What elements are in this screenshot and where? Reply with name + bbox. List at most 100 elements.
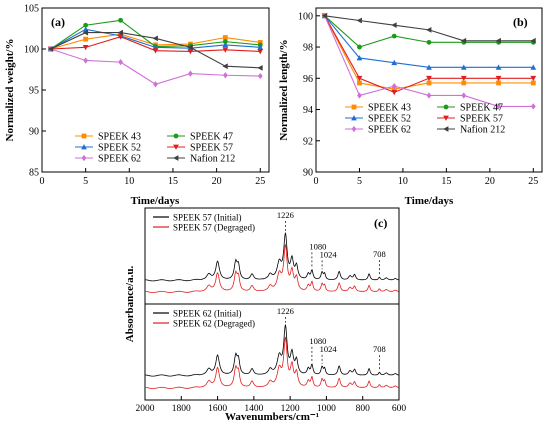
data-point — [117, 29, 123, 36]
legend-marker — [443, 104, 449, 110]
peak-annotation: 1024 — [320, 249, 338, 259]
data-point — [391, 33, 397, 39]
data-point — [187, 49, 194, 55]
spectrum-line-1-1 — [144, 336, 399, 389]
legend-entry: SPEEK 52 — [98, 143, 141, 154]
x-tick-label: 5 — [357, 176, 362, 187]
data-point — [391, 89, 398, 96]
y-tick-label: 96 — [303, 74, 313, 85]
legend-entry: SPEEK 62 — [368, 125, 411, 136]
x-tick-label: 25 — [528, 176, 538, 187]
legend-marker — [173, 155, 179, 161]
panel-a-ticks: 0 5 10 15 20 25 85 90 95 100 105 — [24, 4, 265, 188]
legend-entry: SPEEK 47 — [190, 132, 233, 143]
data-point — [152, 35, 158, 42]
data-point — [426, 80, 432, 86]
y-tick-label: 90 — [29, 127, 39, 138]
data-point — [356, 75, 363, 82]
data-point — [496, 103, 501, 110]
legend-marker — [351, 125, 357, 133]
legend-entry: SPEEK 57 (Degraged) — [173, 222, 255, 232]
data-point — [188, 70, 193, 77]
panel-b-ticks: 0 5 10 15 20 25 90 92 94 96 98 100 — [298, 11, 538, 187]
panel-c-series — [144, 232, 399, 389]
panel-c-ticks: 2000 1800 1600 1400 1200 1000 800 600 — [136, 396, 407, 414]
data-point — [530, 103, 536, 110]
legend-entry: SPEEK 62 — [98, 154, 141, 165]
data-point — [153, 81, 158, 88]
panel-b-label: (b) — [513, 15, 528, 29]
x-tick-label: 1200 — [281, 404, 300, 414]
data-point — [222, 39, 228, 45]
data-point — [187, 44, 193, 51]
data-point — [426, 75, 432, 82]
data-point — [495, 37, 501, 44]
data-point — [117, 34, 124, 40]
legend-entry: SPEEK 62 (Initial) — [173, 308, 242, 318]
x-tick-label: 2000 — [136, 404, 155, 414]
panel-a-label: (a) — [51, 15, 65, 29]
data-point — [461, 92, 467, 99]
data-point — [222, 63, 228, 70]
peak-annotation: 1226 — [277, 306, 294, 316]
data-point — [222, 35, 228, 40]
x-tick-label: 25 — [255, 176, 265, 187]
legend-marker — [351, 104, 357, 110]
legend-entry: SPEEK 62 (Degraged) — [173, 318, 255, 328]
panel-a-series — [47, 17, 264, 88]
panel-b-frame — [315, 7, 543, 173]
data-point — [391, 86, 397, 92]
data-point — [222, 42, 229, 48]
legend-marker — [173, 133, 179, 139]
x-tick-label: 10 — [398, 176, 408, 187]
peak-annotation: 708 — [373, 249, 386, 259]
legend-marker — [173, 144, 179, 150]
x-tick-label: 1800 — [172, 404, 191, 414]
panel-b-series — [321, 12, 537, 110]
legend-marker — [443, 126, 449, 132]
legend-entry: SPEEK 43 — [98, 132, 141, 143]
data-point — [426, 92, 432, 99]
x-tick-label: 0 — [314, 176, 319, 187]
legend-marker — [81, 144, 87, 150]
x-tick-label: 5 — [83, 176, 88, 187]
peak-annotation: 708 — [373, 344, 386, 354]
legend-entry: Nafion 212 — [460, 125, 505, 136]
data-point — [83, 57, 89, 64]
data-point — [426, 39, 432, 45]
legend-entry: SPEEK 57 (Initial) — [173, 212, 242, 222]
x-tick-label: 10 — [124, 176, 134, 187]
x-tick-label: 15 — [441, 176, 451, 187]
panel-c-ylabel: Absorbance/a.u. — [124, 266, 136, 343]
data-point — [356, 17, 362, 24]
data-point — [460, 64, 467, 70]
legend-entry: SPEEK 57 — [190, 143, 233, 154]
x-tick-label: 20 — [212, 176, 222, 187]
legend-marker — [81, 133, 87, 139]
panel-b-xlabel: Time/days — [405, 195, 454, 207]
data-point — [257, 64, 263, 71]
data-point — [82, 29, 89, 36]
data-point — [222, 72, 228, 79]
data-point — [357, 80, 362, 86]
data-point — [356, 55, 363, 61]
data-point — [530, 80, 536, 86]
panel-a-ylabel: Normalized weight/% — [4, 39, 16, 142]
panel-b-ylabel: Normalized length/% — [278, 39, 290, 140]
x-tick-label: 800 — [356, 404, 371, 414]
y-tick-label: 105 — [24, 4, 39, 15]
data-point — [495, 64, 502, 70]
data-point — [530, 37, 536, 44]
panel-b-legend: SPEEK 43 SPEEK 47 SPEEK 52 SPEEK 57 SPEEK 62… — [345, 103, 505, 136]
y-tick-label: 85 — [29, 168, 39, 179]
legend-marker — [443, 115, 449, 121]
x-tick-label: 600 — [392, 404, 407, 414]
data-point — [357, 44, 362, 50]
panel-c-xlabel: Wavenumbers/cm⁻¹ — [225, 411, 319, 423]
data-point — [391, 59, 398, 66]
y-tick-label: 94 — [303, 105, 313, 116]
data-point — [222, 47, 229, 53]
